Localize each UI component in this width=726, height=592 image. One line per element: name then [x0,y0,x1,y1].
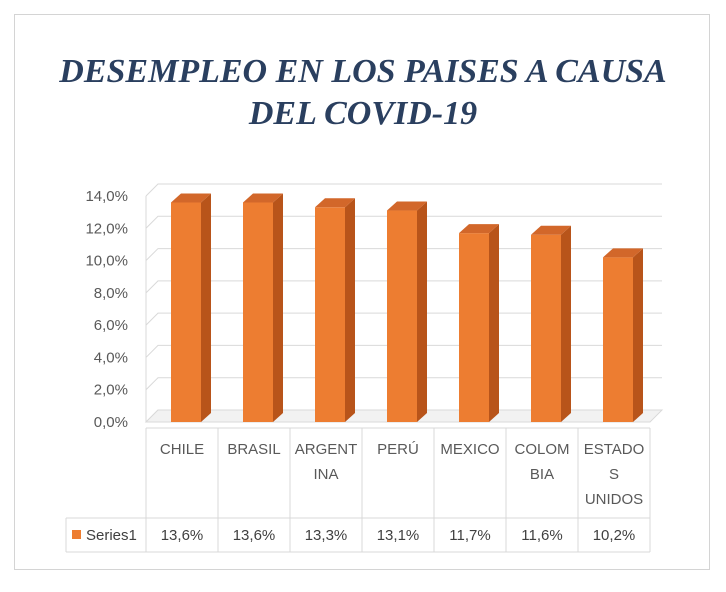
chart-title-line-1: DESEMPLEO EN LOS PAISES A CAUSA [58,53,666,90]
data-table-value-7: 10,2% [593,527,636,544]
bar-top-3 [315,198,355,208]
gridline-6 [145,215,662,229]
y-tick-label: 8,0% [94,285,128,302]
bar-top-7 [603,248,643,258]
bar-front-1 [171,202,201,422]
legend-key [72,530,81,539]
y-tick-label: 6,0% [94,317,128,334]
gridline-7 [145,183,662,197]
data-table-value-5: 11,7% [449,527,490,544]
category-label-7: S [609,466,619,483]
bar-side-7 [633,248,643,422]
category-label-6: BIA [530,466,554,483]
data-table-value-4: 13,1% [377,527,420,544]
bar-front-3 [315,207,345,422]
category-label-1: CHILE [160,441,204,458]
data-table-value-6: 11,6% [521,527,562,544]
category-label-6: COLOM [514,441,569,458]
bar-top-1 [171,193,211,203]
data-table-value-3: 13,3% [305,527,348,544]
bar-side-3 [345,198,355,422]
bar-top-5 [459,224,499,234]
category-label-5: MEXICO [440,441,499,458]
y-tick-label: 2,0% [94,382,128,399]
bar-top-2 [243,193,283,203]
bar-side-6 [561,225,571,422]
category-label-3: INA [313,466,338,483]
bar-front-7 [603,257,633,422]
y-tick-label: 0,0% [94,414,128,431]
category-label-7: ESTADO [584,441,645,458]
legend-series-name: Series1 [86,527,137,544]
bar-top-6 [531,225,571,235]
bar-front-5 [459,233,489,422]
y-tick-label: 14,0% [85,188,128,205]
category-label-4: PERÚ [377,441,419,458]
bar-side-4 [417,201,427,422]
bar-front-2 [243,202,273,422]
bar-side-1 [201,193,211,422]
y-tick-label: 4,0% [94,349,128,366]
category-label-2: BRASIL [227,441,280,458]
category-label-7: UNIDOS [585,491,643,508]
y-tick-label: 12,0% [85,220,128,237]
chart-title-line-2: DEL COVID-19 [248,95,477,132]
bar-side-5 [489,224,499,422]
data-table-value-2: 13,6% [233,527,276,544]
y-tick-label: 10,0% [85,253,128,270]
bar-front-6 [531,234,561,422]
bar-front-4 [387,210,417,422]
category-label-3: ARGENT [295,441,358,458]
bar-top-4 [387,201,427,211]
data-table-value-1: 13,6% [161,527,204,544]
bar-side-2 [273,193,283,422]
